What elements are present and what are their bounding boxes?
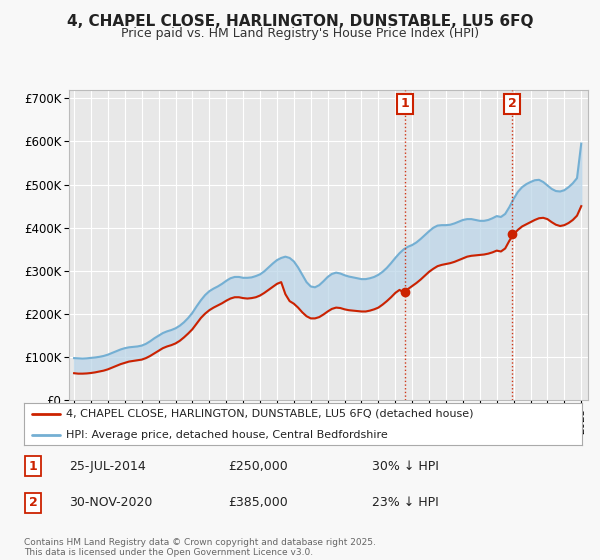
Text: 1: 1 (400, 97, 409, 110)
Text: 2: 2 (29, 496, 37, 509)
Text: 23% ↓ HPI: 23% ↓ HPI (372, 496, 439, 509)
Text: 25-JUL-2014: 25-JUL-2014 (69, 460, 146, 473)
Text: 2: 2 (508, 97, 517, 110)
Text: HPI: Average price, detached house, Central Bedfordshire: HPI: Average price, detached house, Cent… (66, 430, 388, 440)
Text: Price paid vs. HM Land Registry's House Price Index (HPI): Price paid vs. HM Land Registry's House … (121, 27, 479, 40)
Text: 4, CHAPEL CLOSE, HARLINGTON, DUNSTABLE, LU5 6FQ (detached house): 4, CHAPEL CLOSE, HARLINGTON, DUNSTABLE, … (66, 409, 473, 419)
Text: £250,000: £250,000 (228, 460, 288, 473)
Text: 30% ↓ HPI: 30% ↓ HPI (372, 460, 439, 473)
Text: £385,000: £385,000 (228, 496, 288, 509)
Text: 30-NOV-2020: 30-NOV-2020 (69, 496, 152, 509)
Text: 1: 1 (29, 460, 37, 473)
Text: Contains HM Land Registry data © Crown copyright and database right 2025.
This d: Contains HM Land Registry data © Crown c… (24, 538, 376, 557)
Text: 4, CHAPEL CLOSE, HARLINGTON, DUNSTABLE, LU5 6FQ: 4, CHAPEL CLOSE, HARLINGTON, DUNSTABLE, … (67, 14, 533, 29)
